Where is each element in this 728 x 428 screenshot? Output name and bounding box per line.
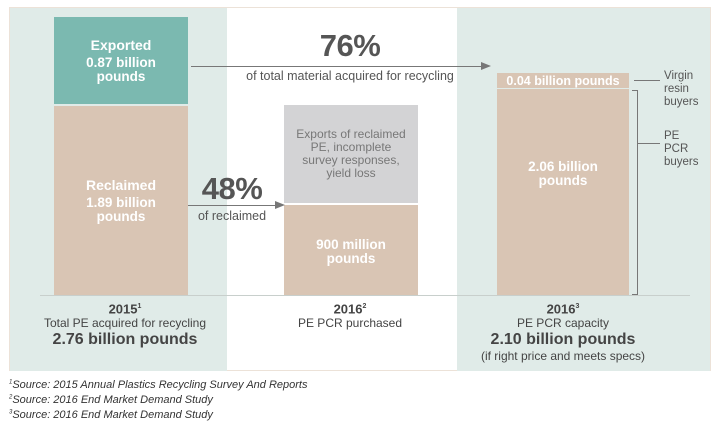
label-reclaimed: Reclaimed [85,176,157,193]
pct-48-text: of reclaimed [197,209,267,223]
arrow-head-icon [275,201,285,209]
virgin-leader [634,80,660,81]
caption-total: 2.76 billion pounds [52,331,198,349]
bracket-bottom [632,294,638,295]
baseline [40,295,690,296]
value-purchased: 900 million pounds [316,236,386,266]
arrow-head-icon [481,62,491,70]
bar-reclaimed: Reclaimed 1.89 billion pounds [54,106,188,295]
value-reclaimed: 1.89 billion pounds [86,194,156,224]
footnote-text: Source: 2016 End Market Demand Study [12,409,213,421]
footnote-1: 1Source: 2015 Annual Plastics Recycling … [9,379,307,391]
caption-2016-purchased: 20162 PE PCR purchased [250,299,450,331]
caption-text: Total PE acquired for recycling [43,316,207,331]
value-pcr: 2.06 billion pounds [528,159,598,188]
caption-note: (if right price and meets specs) [480,349,646,364]
bar-virgin: 0.04 billion pounds [497,73,629,88]
bracket [637,90,638,295]
caption-2016-capacity: 20163 PE PCR capacity 2.10 billion pound… [463,299,663,364]
footnote-number: 1 [9,379,13,386]
bracket-top [632,90,638,91]
footnote-text: Source: 2015 Annual Plastics Recycling S… [12,379,308,391]
pct-48: 48% [201,171,263,206]
caption-year: 2015 [108,301,138,317]
footnote-number: 3 [9,409,13,416]
pcr-leader [638,143,660,144]
caption-text: PE PCR capacity [516,316,610,331]
footnote-number: 2 [9,394,13,401]
caption-2015: 20151 Total PE acquired for recycling 2.… [20,299,230,349]
label-exported: Exported [90,36,152,53]
pct-76-text: of total material acquired for recycling [246,69,454,83]
bar-purchased: 900 million pounds [284,205,418,295]
bar-exports-loss: Exports of reclaimed PE, incomplete surv… [284,105,418,203]
caption-text: PE PCR purchased [297,316,403,331]
footnote-2: 2Source: 2016 End Market Demand Study [9,394,213,406]
footnote-text: Source: 2016 End Market Demand Study [12,394,213,406]
label-exports-loss: Exports of reclaimed PE, incomplete surv… [296,127,406,180]
label-virgin-buyers: Virgin resin buyers [664,70,699,108]
bar-exported: Exported 0.87 billion pounds [54,17,188,104]
value-exported: 0.87 billion pounds [86,54,156,84]
value-virgin: 0.04 billion pounds [506,73,620,88]
arrow-76-line [191,66,483,67]
pct-76: 76% [319,28,381,63]
footnote-ref: 1 [137,303,142,310]
footnote-ref: 3 [575,303,580,310]
chart-frame [9,7,711,371]
arrow-48-line [188,205,276,206]
footnote-ref: 2 [362,303,367,310]
caption-year: 2016 [333,301,363,317]
bar-pcr: 2.06 billion pounds [497,89,629,295]
footnote-3: 3Source: 2016 End Market Demand Study [9,409,213,421]
label-pcr-buyers: PE PCR buyers [664,130,699,168]
caption-total: 2.10 billion pounds [490,331,636,349]
caption-year: 2016 [546,301,576,317]
